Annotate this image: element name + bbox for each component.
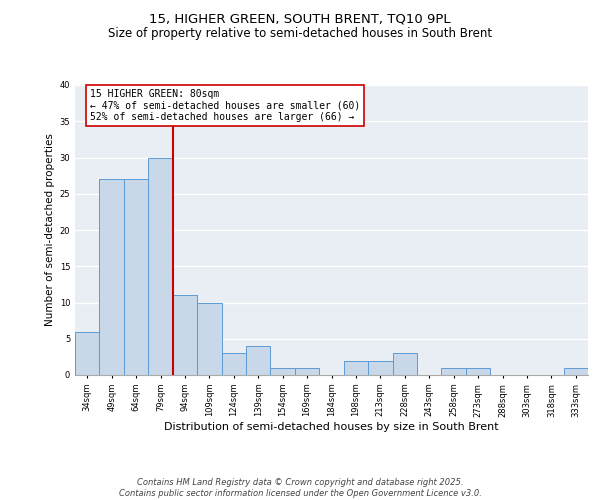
Bar [124,180,148,375]
Bar [271,368,295,375]
Y-axis label: Number of semi-detached properties: Number of semi-detached properties [46,134,55,326]
Bar [197,302,221,375]
Bar [221,353,246,375]
X-axis label: Distribution of semi-detached houses by size in South Brent: Distribution of semi-detached houses by … [164,422,499,432]
Bar [563,368,588,375]
Bar [295,368,319,375]
Bar [344,360,368,375]
Bar [392,353,417,375]
Text: Contains HM Land Registry data © Crown copyright and database right 2025.
Contai: Contains HM Land Registry data © Crown c… [119,478,481,498]
Bar [442,368,466,375]
Bar [148,158,173,375]
Bar [246,346,271,375]
Text: 15, HIGHER GREEN, SOUTH BRENT, TQ10 9PL: 15, HIGHER GREEN, SOUTH BRENT, TQ10 9PL [149,12,451,26]
Bar [100,180,124,375]
Bar [466,368,490,375]
Bar [368,360,392,375]
Bar [173,295,197,375]
Bar [75,332,100,375]
Text: Size of property relative to semi-detached houses in South Brent: Size of property relative to semi-detach… [108,28,492,40]
Text: 15 HIGHER GREEN: 80sqm
← 47% of semi-detached houses are smaller (60)
52% of sem: 15 HIGHER GREEN: 80sqm ← 47% of semi-det… [89,88,360,122]
